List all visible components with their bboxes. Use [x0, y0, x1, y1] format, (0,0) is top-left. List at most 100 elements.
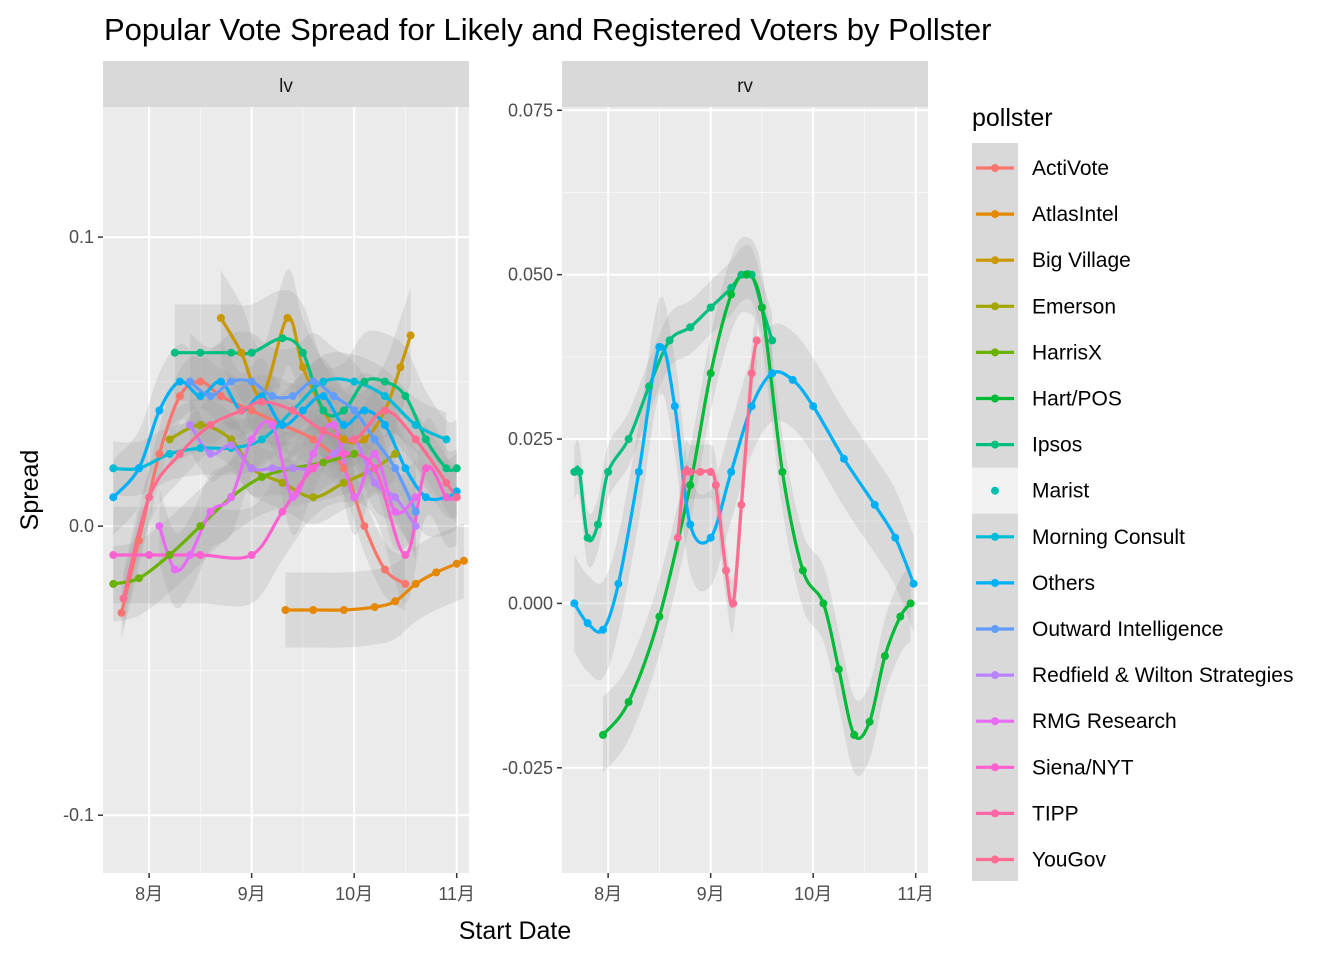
- data-point: [278, 507, 287, 516]
- data-point: [206, 392, 215, 401]
- data-point: [186, 551, 195, 559]
- data-point: [452, 493, 461, 502]
- data-point: [237, 348, 246, 357]
- legend-item: Outward Intelligence: [976, 618, 1223, 641]
- data-point: [401, 579, 410, 588]
- data-point: [237, 406, 246, 415]
- legend-label: Ipsos: [1032, 434, 1082, 457]
- data-point: [906, 599, 915, 608]
- data-point: [752, 336, 761, 345]
- data-point: [391, 597, 400, 606]
- data-point: [196, 522, 205, 531]
- data-point: [329, 421, 338, 429]
- strip-lv: [103, 61, 469, 107]
- data-point: [155, 449, 164, 458]
- data-point: [119, 594, 128, 603]
- data-point: [309, 377, 318, 386]
- data-point: [411, 493, 420, 502]
- x-axis-title: Start Date: [459, 917, 572, 945]
- data-point: [614, 579, 623, 588]
- data-point: [757, 303, 766, 312]
- legend-key-point: [991, 440, 999, 449]
- data-point: [309, 464, 318, 473]
- data-point: [583, 619, 592, 628]
- data-point: [350, 493, 359, 502]
- legend-key-point: [991, 809, 999, 818]
- data-point: [175, 377, 184, 386]
- data-point: [819, 599, 828, 608]
- data-point: [109, 551, 118, 559]
- data-point: [165, 551, 174, 559]
- legend-label: Siena/NYT: [1032, 756, 1134, 779]
- data-point: [134, 536, 143, 545]
- data-point: [288, 392, 297, 401]
- data-point: [768, 369, 777, 378]
- data-point: [722, 566, 730, 575]
- data-point: [401, 464, 410, 473]
- strip-rv: [562, 61, 928, 107]
- plot-background-rv: [562, 107, 928, 873]
- x-tick-label: 9月: [238, 884, 266, 904]
- legend-key-point: [991, 625, 999, 633]
- data-point: [298, 363, 307, 372]
- data-point: [727, 283, 736, 292]
- data-point: [196, 421, 205, 429]
- data-point: [727, 467, 736, 476]
- legend-item: Siena/NYT: [976, 756, 1134, 779]
- data-point: [109, 464, 118, 473]
- data-point: [624, 435, 633, 443]
- confidence-band-atlasintel: [285, 523, 464, 648]
- data-point: [145, 551, 154, 559]
- y-tick-label: 0.025: [508, 429, 553, 449]
- data-point: [309, 435, 318, 444]
- data-point: [186, 421, 195, 429]
- y-tick-label: 0.000: [508, 593, 553, 613]
- legend-item: Emerson: [976, 295, 1116, 318]
- data-point: [216, 392, 225, 401]
- data-point: [319, 426, 328, 435]
- data-point: [798, 566, 807, 575]
- data-point: [411, 507, 420, 516]
- legend-key-point: [991, 486, 999, 495]
- data-point: [391, 464, 400, 473]
- legend-label: Hart/POS: [1032, 388, 1122, 411]
- data-point: [747, 369, 756, 378]
- legend-key-point: [991, 671, 999, 680]
- data-point: [196, 444, 205, 453]
- data-point: [411, 421, 420, 429]
- y-axis-title: Spread: [16, 450, 44, 531]
- data-point: [665, 336, 674, 345]
- data-point: [329, 449, 338, 458]
- data-point: [288, 493, 297, 502]
- data-point: [442, 493, 451, 502]
- y-tick-label: 0.050: [508, 265, 553, 285]
- data-point: [411, 579, 420, 588]
- data-point: [706, 467, 715, 476]
- data-point: [706, 303, 715, 312]
- legend-key-point: [991, 855, 999, 864]
- data-point: [624, 698, 633, 706]
- data-point: [216, 377, 225, 386]
- data-point: [350, 435, 359, 444]
- data-point: [380, 377, 389, 386]
- legend-key-point: [991, 763, 999, 772]
- data-point: [170, 565, 179, 574]
- data-point: [247, 435, 256, 444]
- y-tick-label: 0.1: [69, 227, 94, 247]
- data-point: [227, 377, 236, 386]
- legend-item: Others: [976, 572, 1095, 595]
- data-point: [370, 603, 379, 612]
- data-point: [257, 392, 266, 401]
- legend-item: RMG Research: [976, 710, 1177, 733]
- data-point: [186, 377, 195, 386]
- data-point: [788, 375, 797, 384]
- data-point: [880, 652, 889, 660]
- data-point: [257, 397, 266, 406]
- legend-label: Morning Consult: [1032, 526, 1185, 549]
- data-point: [227, 435, 236, 444]
- data-point: [411, 435, 420, 444]
- data-point: [196, 392, 205, 401]
- data-point: [411, 522, 420, 531]
- data-point: [727, 290, 736, 299]
- data-point: [283, 314, 292, 322]
